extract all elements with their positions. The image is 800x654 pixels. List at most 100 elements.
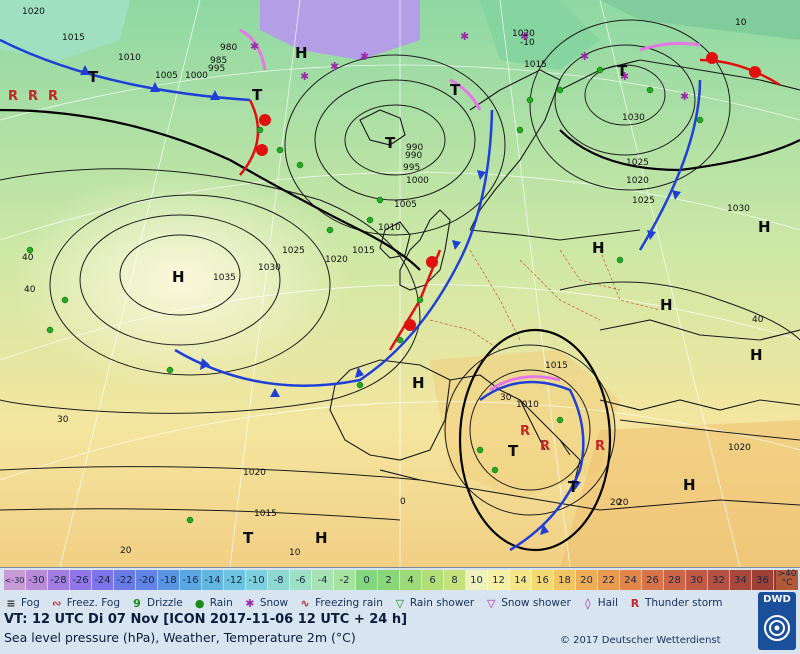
- grid-label: 10: [735, 18, 747, 28]
- isobar-label: 980: [220, 43, 237, 53]
- temp-swatch: -30: [26, 570, 48, 590]
- high-label: H: [412, 374, 425, 392]
- temp-swatch: -4: [312, 570, 334, 590]
- svg-text:R: R: [48, 89, 58, 104]
- low-label: T: [617, 62, 628, 80]
- weather-symbol-icon: ▽: [395, 596, 405, 610]
- temp-swatch: 24: [620, 570, 642, 590]
- low-label: T: [252, 86, 263, 104]
- isobar-label: 1030: [622, 113, 645, 123]
- svg-text:✱: ✱: [250, 40, 259, 53]
- legend-symbol-label: Freez. Fog: [66, 597, 120, 609]
- temp-swatch: -2: [334, 570, 356, 590]
- temp-swatch: 34: [730, 570, 752, 590]
- temp-swatch: 14: [510, 570, 532, 590]
- temp-swatch: 4: [400, 570, 422, 590]
- temp-swatch: 2: [378, 570, 400, 590]
- temp-swatch: -6: [290, 570, 312, 590]
- svg-text:✱: ✱: [360, 50, 369, 63]
- dwd-logo: DWD: [758, 592, 796, 650]
- high-label: H: [592, 239, 605, 257]
- isobar-label: 1005: [155, 71, 178, 81]
- legend-symbol: ∾ Freez. Fog: [50, 597, 120, 610]
- legend-symbol-label: Snow shower: [501, 597, 571, 609]
- legend-symbol: ▽ Rain shower: [393, 596, 475, 610]
- temp-swatch: 26: [642, 570, 664, 590]
- temp-swatch: -14: [202, 570, 224, 590]
- temp-swatch: 22: [598, 570, 620, 590]
- temp-swatch: -26: [70, 570, 92, 590]
- weather-symbol-icon: ∾: [52, 596, 62, 610]
- grid-label: -10: [520, 38, 535, 48]
- dwd-swirl-icon: [764, 615, 790, 641]
- temperature-scale: <-30 -30 -28 -26 -24 -22 -20 -18 -16 -14 -12 -10 -8-…: [4, 570, 796, 590]
- isobar-label: 1035: [213, 273, 236, 283]
- grid-label: 20: [120, 546, 132, 556]
- high-label: H: [758, 218, 771, 236]
- temp-swatch: -10: [246, 570, 268, 590]
- legend-panel: <-30 -30 -28 -26 -24 -22 -20 -18 -16 -14 -12 -10 -8-…: [0, 567, 800, 654]
- legend-symbol: ∿ Freezing rain: [298, 597, 383, 610]
- high-label: H: [683, 476, 696, 494]
- isobar-label: 1015: [254, 509, 277, 519]
- temp-swatch: -8: [268, 570, 290, 590]
- high-label: H: [660, 296, 673, 314]
- weather-symbol-legend: ≡ Fog ∾ Freez. Fog 9 Drizzle ● Rain ✱ Snow ∿ Freezi…: [4, 592, 744, 614]
- isobar-label: 1015: [352, 246, 375, 256]
- temp-swatch: 28: [664, 570, 686, 590]
- isobar-label: 985: [210, 56, 227, 66]
- isobar-label: 995: [208, 64, 225, 74]
- svg-text:✱: ✱: [300, 70, 309, 83]
- isobar-label: 1020: [626, 176, 649, 186]
- legend-symbol-label: Snow: [259, 597, 289, 609]
- temp-swatch: -16: [180, 570, 202, 590]
- temp-swatch: 0: [356, 570, 378, 590]
- grid-label: 20: [617, 498, 629, 508]
- svg-text:R: R: [540, 439, 550, 454]
- legend-symbol-label: Freezing rain: [315, 597, 383, 609]
- isobar-label: 1015: [524, 60, 547, 70]
- temperature-unit: >40 °C: [776, 569, 798, 590]
- temp-swatch: -18: [158, 570, 180, 590]
- temp-swatch: -28: [48, 570, 70, 590]
- high-label: H: [172, 268, 185, 286]
- temp-swatch: 10: [466, 570, 488, 590]
- svg-text:R: R: [520, 424, 530, 439]
- isobar-label: 1030: [727, 204, 750, 214]
- map-description: Sea level pressure (hPa), Weather, Tempe…: [4, 630, 356, 645]
- weather-symbol-icon: ▽: [486, 596, 496, 610]
- grid-label: 40: [22, 253, 34, 263]
- isobar-label: 1020: [512, 29, 535, 39]
- low-label: T: [385, 134, 396, 152]
- low-label: T: [508, 442, 519, 460]
- svg-text:R: R: [28, 89, 38, 104]
- legend-symbol: ▽ Snow shower: [484, 597, 571, 610]
- legend-symbol-label: Rain: [209, 597, 233, 609]
- grid-label: 30: [500, 393, 512, 403]
- high-label: H: [315, 529, 328, 547]
- isobar-label: 1005: [394, 200, 417, 210]
- high-label: H: [750, 346, 763, 364]
- weather-symbol-icon: R: [630, 596, 640, 610]
- weather-symbol-icon: 9: [133, 596, 141, 610]
- isobar-label: 1020: [22, 7, 45, 17]
- svg-text:✱: ✱: [330, 60, 339, 73]
- isobar-label: 990: [405, 151, 422, 161]
- weather-symbol-icon: ●: [194, 596, 205, 610]
- temp-swatch: -22: [114, 570, 136, 590]
- low-label: T: [88, 68, 99, 86]
- isobar-label: 1025: [626, 158, 649, 168]
- isobar-label: 1010: [516, 400, 539, 410]
- temp-swatch: 16: [532, 570, 554, 590]
- svg-text:✱: ✱: [460, 30, 469, 43]
- svg-text:R: R: [595, 439, 605, 454]
- temp-swatch: 20: [576, 570, 598, 590]
- svg-text:✱: ✱: [580, 50, 589, 63]
- svg-text:R: R: [8, 89, 18, 104]
- legend-symbol: R Thunder storm: [628, 597, 723, 610]
- weather-map: ✱✱✱ ✱✱✱ ✱✱✱ RRR RR R H H H H H H H H H T …: [0, 0, 800, 567]
- svg-text:✱: ✱: [620, 70, 629, 83]
- legend-symbol: ✱ Snow: [243, 597, 288, 610]
- grid-label: 40: [24, 285, 36, 295]
- isobar-label: 1000: [185, 71, 208, 81]
